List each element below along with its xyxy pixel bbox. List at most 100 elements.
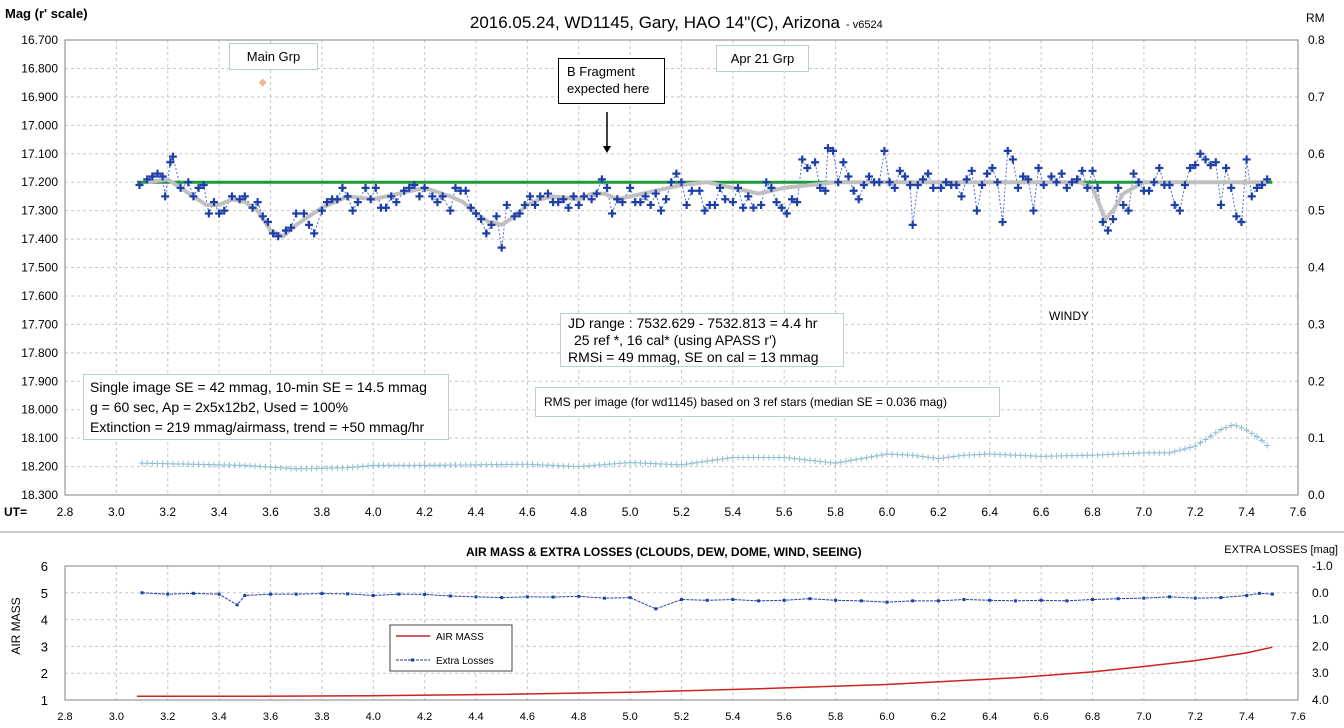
rms-point [724, 455, 731, 462]
magnitude-point [317, 206, 326, 215]
rms-point [462, 461, 469, 468]
rms-point [169, 460, 176, 467]
extra-losses-point [859, 599, 863, 603]
rms-point [339, 464, 346, 471]
top-y-right-tick-label: 0.6 [1308, 147, 1325, 161]
rms-point [277, 464, 284, 471]
bottom-x-tick-label: 5.6 [777, 711, 792, 723]
magnitude-point [885, 178, 894, 187]
magnitude-point [1150, 178, 1159, 187]
main-group-text: Main Grp [246, 49, 301, 64]
bottom-x-tick-label: 3.2 [160, 711, 175, 723]
rms-point [919, 453, 926, 460]
magnitude-point [998, 218, 1007, 226]
magnitude-point [1109, 215, 1118, 224]
magnitude-point [656, 206, 665, 215]
top-y-ticks-right: 0.8 0.7 0.6 0.5 0.4 0.3 0.2 0.1 0.0 [1308, 33, 1325, 502]
extra-losses-point [1168, 595, 1172, 599]
rms-point [637, 460, 644, 467]
magnitude-point [1216, 200, 1225, 209]
magnitude-point [993, 178, 1002, 187]
rms-point [1007, 451, 1014, 458]
rms-point [385, 462, 392, 469]
top-y-tick-label: 18.300 [21, 488, 58, 502]
extra-losses-point [628, 596, 632, 600]
fragment-text-line1: B Fragment [567, 64, 635, 79]
magnitude-point [721, 195, 730, 204]
top-y-right-tick-label: 0.0 [1308, 488, 1325, 502]
rms-point [318, 465, 325, 472]
magnitude-point [531, 200, 540, 209]
rms-point [806, 457, 813, 464]
magnitude-point [1008, 155, 1017, 164]
magnitude-point [258, 212, 267, 221]
magnitude-point [1258, 181, 1267, 190]
magnitude-point [204, 209, 213, 218]
top-x-tick-label: 5.4 [725, 505, 742, 519]
magnitude-point [477, 215, 486, 224]
extra-losses-point [235, 603, 239, 607]
rms-point [195, 461, 202, 468]
magnitude-point [161, 192, 170, 201]
magnitude-point [400, 186, 409, 195]
rms-point [1248, 430, 1255, 437]
rms-point [354, 463, 361, 470]
rms-point [868, 453, 875, 460]
rms-point [735, 454, 742, 461]
magnitude-point [338, 183, 347, 192]
magnitude-point [574, 200, 583, 209]
magnitude-point [1047, 172, 1056, 181]
rms-point [390, 462, 397, 469]
magnitude-point [1003, 146, 1012, 155]
rms-point [586, 462, 593, 469]
top-chart-version-tag: - v6524 [846, 19, 883, 31]
rms-point [745, 454, 752, 461]
magnitude-point [667, 178, 676, 187]
magnitude-point [248, 203, 257, 212]
magnitude-point [310, 229, 319, 238]
fragment-note: B Fragment expected here [558, 58, 665, 104]
rms-point [303, 465, 310, 472]
rms-point [894, 451, 901, 458]
extra-losses-point [294, 592, 298, 596]
rms-point [1135, 450, 1142, 457]
rms-point [827, 459, 834, 466]
magnitude-point [1186, 163, 1195, 172]
jd-range-note: JD range : 7532.629 - 7532.813 = 4.4 hr … [560, 313, 844, 367]
magnitude-point [687, 186, 696, 195]
rms-point [473, 461, 479, 468]
rms-point [909, 452, 916, 459]
top-chart-title: 2016.05.24, WD1145, Gary, HAO 14"(C), Ar… [470, 13, 841, 32]
rms-point [159, 460, 166, 467]
magnitude-point [983, 169, 992, 178]
fragment-arrow-head [603, 146, 611, 153]
magnitude-point [382, 203, 391, 212]
rms-point [375, 462, 382, 469]
magnitude-point [793, 198, 802, 207]
magnitude-point [281, 226, 290, 235]
bottom-x-tick-label: 4.0 [366, 711, 381, 723]
magnitude-point [1057, 169, 1066, 178]
extra-losses-point [448, 594, 452, 598]
magnitude-point [1039, 181, 1048, 190]
magnitude-point [1175, 206, 1184, 215]
magnitude-point [189, 192, 198, 201]
rms-point [1043, 453, 1050, 460]
magnitude-point [253, 198, 262, 207]
magnitude-point [988, 163, 997, 172]
bottom-x-tick-label: 7.2 [1188, 711, 1203, 723]
rms-point [1125, 450, 1132, 457]
top-x-tick-label: 7.0 [1136, 505, 1153, 519]
magnitude-point [1093, 183, 1102, 192]
rms-point [1094, 451, 1101, 458]
top-x-tick-label: 6.6 [1033, 505, 1050, 519]
rms-point [370, 462, 377, 469]
top-x-tick-label: 4.0 [365, 505, 382, 519]
rms-point [647, 460, 654, 467]
extra-losses-point [320, 592, 324, 596]
rms-point [508, 461, 515, 468]
rms-point [1017, 452, 1024, 459]
rms-point [236, 462, 243, 469]
magnitude-point [153, 169, 162, 178]
